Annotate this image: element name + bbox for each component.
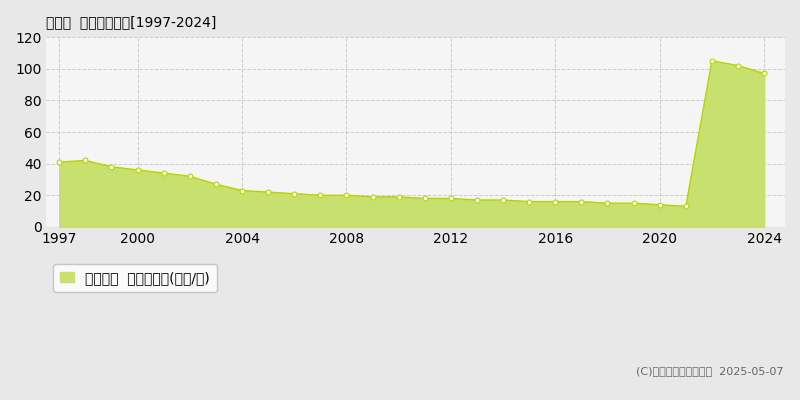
Text: (C)土地価格ドットコム  2025-05-07: (C)土地価格ドットコム 2025-05-07	[637, 366, 784, 376]
Text: 平群町  基準地価推移[1997-2024]: 平群町 基準地価推移[1997-2024]	[46, 15, 217, 29]
Legend: 基準地価  平均坪単価(万円/坪): 基準地価 平均坪単価(万円/坪)	[53, 264, 217, 292]
